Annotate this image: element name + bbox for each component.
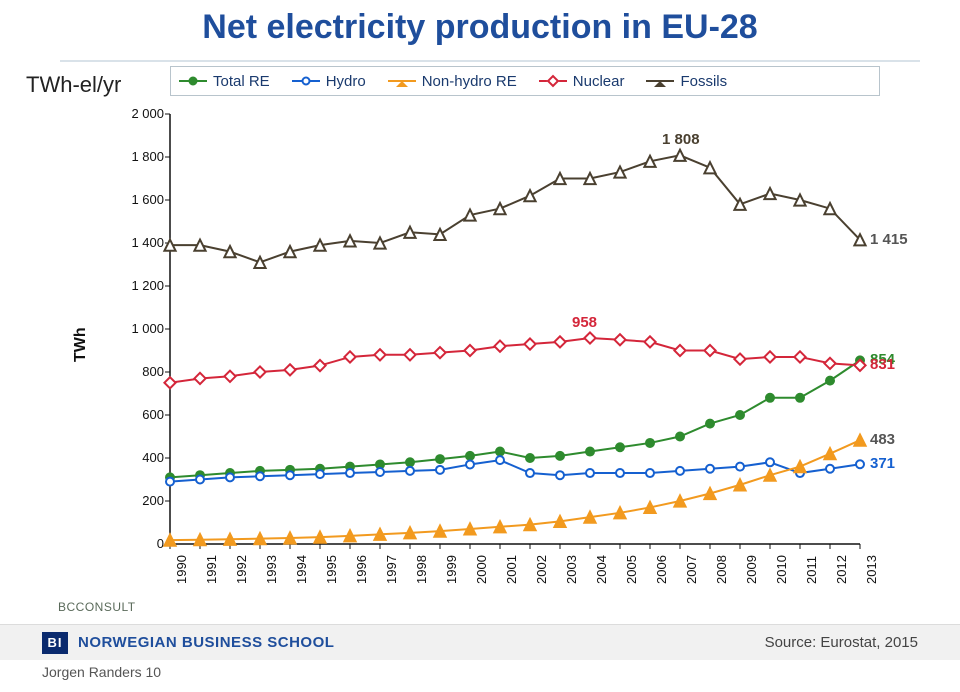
legend-label: Hydro (326, 73, 366, 90)
page-title: Net electricity production in EU-28 (0, 0, 960, 49)
legend-item: Fossils (646, 73, 727, 90)
series-end-label: 831 (870, 356, 895, 373)
legend-label: Fossils (680, 73, 727, 90)
chart-svg (170, 104, 860, 584)
y-tick-label: 1 000 (116, 321, 164, 336)
y-tick-label: 2 000 (116, 106, 164, 121)
school-label: NORWEGIAN BUSINESS SCHOOL (78, 634, 334, 651)
series-peak-label: 1 808 (662, 131, 700, 148)
plot-area (170, 104, 860, 584)
consult-watermark: BCCONSULT (58, 600, 136, 614)
y-tick-label: 0 (116, 536, 164, 551)
y-tick-label: 200 (116, 493, 164, 508)
legend-label: Non-hydro RE (422, 73, 517, 90)
legend-label: Total RE (213, 73, 270, 90)
series-peak-label: 958 (572, 314, 597, 331)
legend-item: Total RE (179, 73, 270, 90)
series-end-label: 483 (870, 431, 895, 448)
y-tick-label: 1 200 (116, 278, 164, 293)
y-axis-label: TWh (72, 327, 90, 362)
legend-label: Nuclear (573, 73, 625, 90)
series-end-label: 371 (870, 455, 895, 472)
legend-item: Non-hydro RE (388, 73, 517, 90)
legend-item: Hydro (292, 73, 366, 90)
footer-bar: BI NORWEGIAN BUSINESS SCHOOL Source: Eur… (0, 624, 960, 660)
legend-item: Nuclear (539, 73, 625, 90)
x-tick-label: 2013 (864, 544, 904, 584)
y-tick-label: 1 600 (116, 192, 164, 207)
y-tick-label: 800 (116, 364, 164, 379)
legend: Total RE Hydro Non-hydro RE Nuclear Fossils (170, 66, 880, 96)
y-tick-label: 1 800 (116, 149, 164, 164)
author-label: Jorgen Randers 10 (42, 664, 161, 680)
series-end-label: 1 415 (870, 231, 908, 248)
y-tick-label: 400 (116, 450, 164, 465)
bi-logo: BI (42, 632, 68, 654)
y-tick-label: 1 400 (116, 235, 164, 250)
chart-container: Total REHydroNon-hydro RENuclearFossils … (60, 60, 920, 620)
footer-left: BI NORWEGIAN BUSINESS SCHOOL (42, 632, 334, 654)
y-tick-label: 600 (116, 407, 164, 422)
source-label: Source: Eurostat, 2015 (765, 634, 918, 651)
